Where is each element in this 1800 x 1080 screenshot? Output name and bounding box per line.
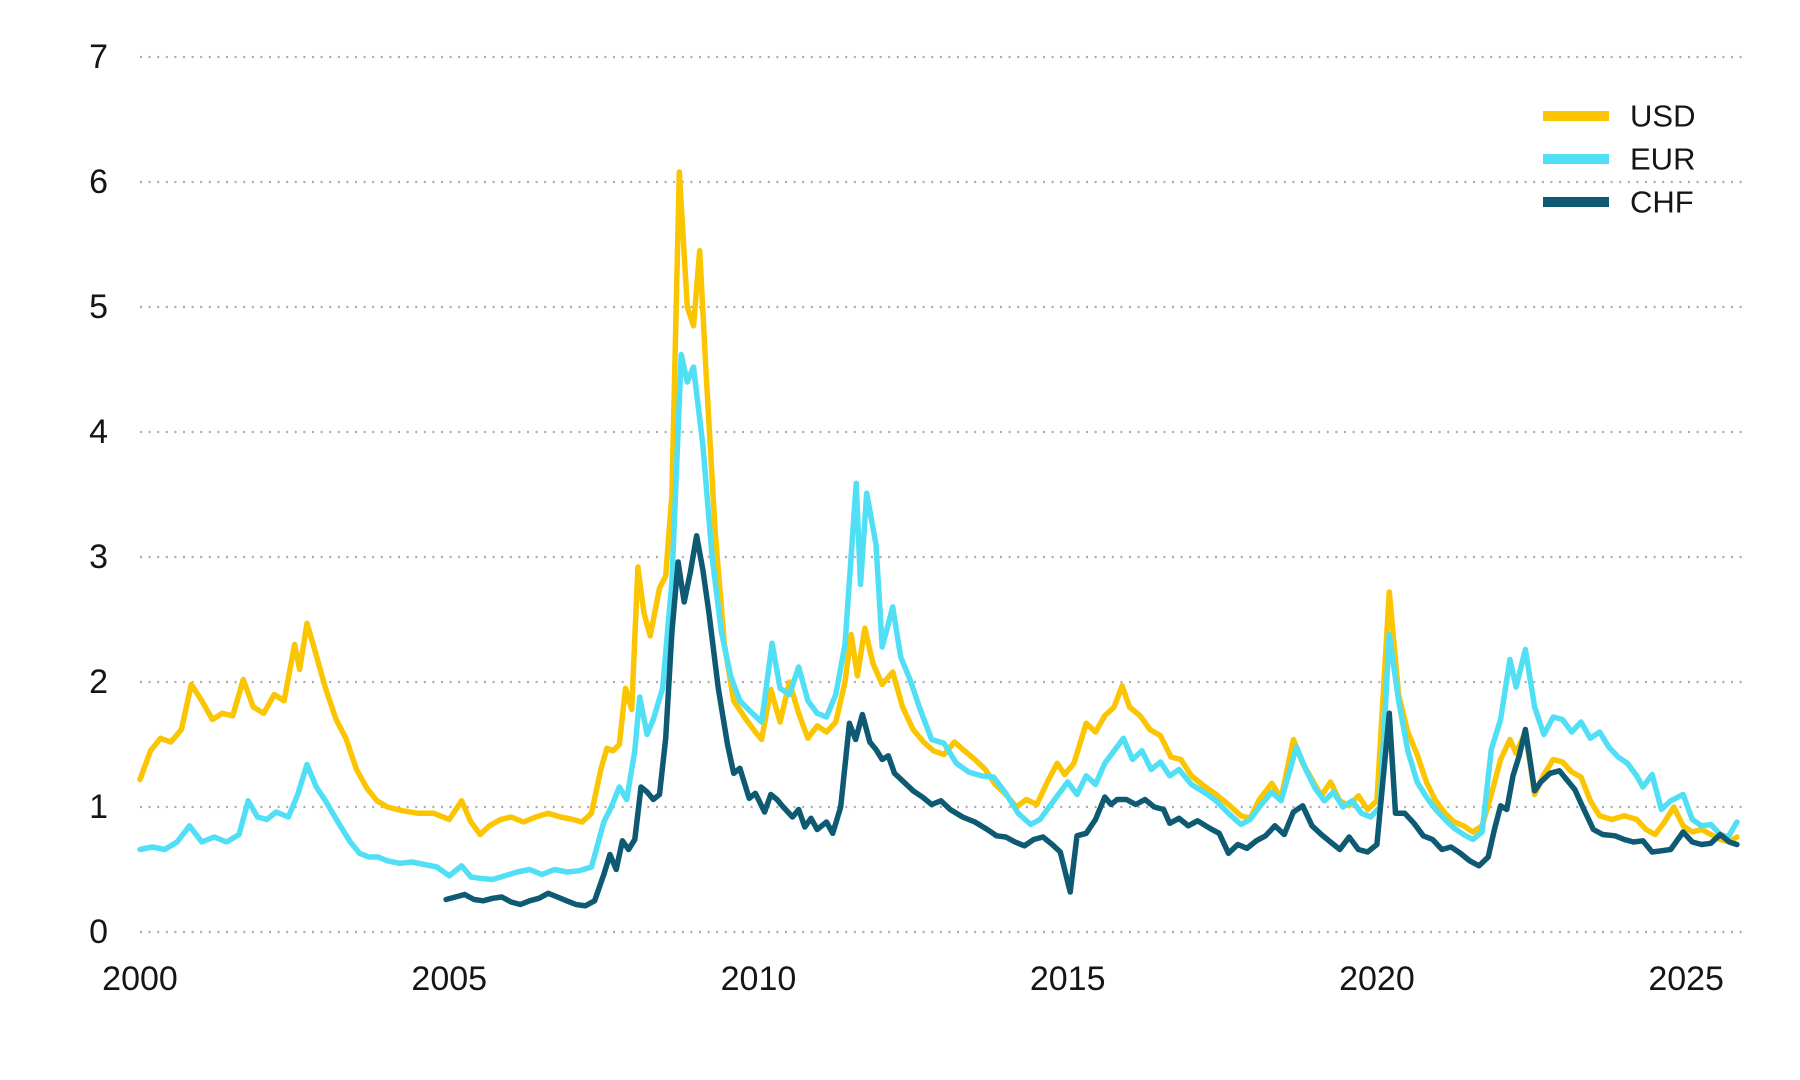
gridlines [140, 55, 1748, 934]
chf-legend-swatch [1543, 197, 1609, 207]
x-tick-label-2005: 2005 [411, 960, 487, 998]
eur-legend-swatch [1543, 154, 1609, 164]
legend: USD EUR CHF [1543, 99, 1695, 220]
chf-line [443, 533, 1740, 909]
x-tick-label-2015: 2015 [1030, 960, 1106, 998]
y-tick-label-0: 0 [89, 913, 108, 951]
y-tick-label-5: 5 [89, 288, 108, 326]
y-tick-label-4: 4 [89, 413, 108, 451]
y-tick-label-3: 3 [89, 538, 108, 576]
y-axis-tick-labels: 0 1 2 3 4 5 6 7 [89, 38, 108, 951]
x-tick-label-2000: 2000 [102, 960, 178, 998]
eur-line [137, 351, 1740, 883]
usd-legend-swatch [1543, 111, 1609, 121]
legend-label-chf: CHF [1630, 185, 1694, 220]
x-tick-label-2010: 2010 [721, 960, 797, 998]
y-tick-label-1: 1 [89, 788, 108, 826]
series-lines [137, 169, 1740, 909]
x-tick-label-2020: 2020 [1339, 960, 1415, 998]
legend-item-eur: EUR [1543, 142, 1695, 177]
y-tick-label-6: 6 [89, 163, 108, 201]
y-tick-label-7: 7 [89, 38, 108, 76]
x-tick-label-2025: 2025 [1648, 960, 1724, 998]
y-tick-label-2: 2 [89, 663, 108, 701]
legend-label-usd: USD [1630, 99, 1695, 134]
legend-label-eur: EUR [1630, 142, 1695, 177]
x-axis-tick-labels: 2000 2005 2010 2015 2020 2025 [102, 960, 1724, 998]
legend-item-usd: USD [1543, 99, 1695, 134]
usd-line [137, 169, 1740, 845]
legend-item-chf: CHF [1543, 185, 1694, 220]
